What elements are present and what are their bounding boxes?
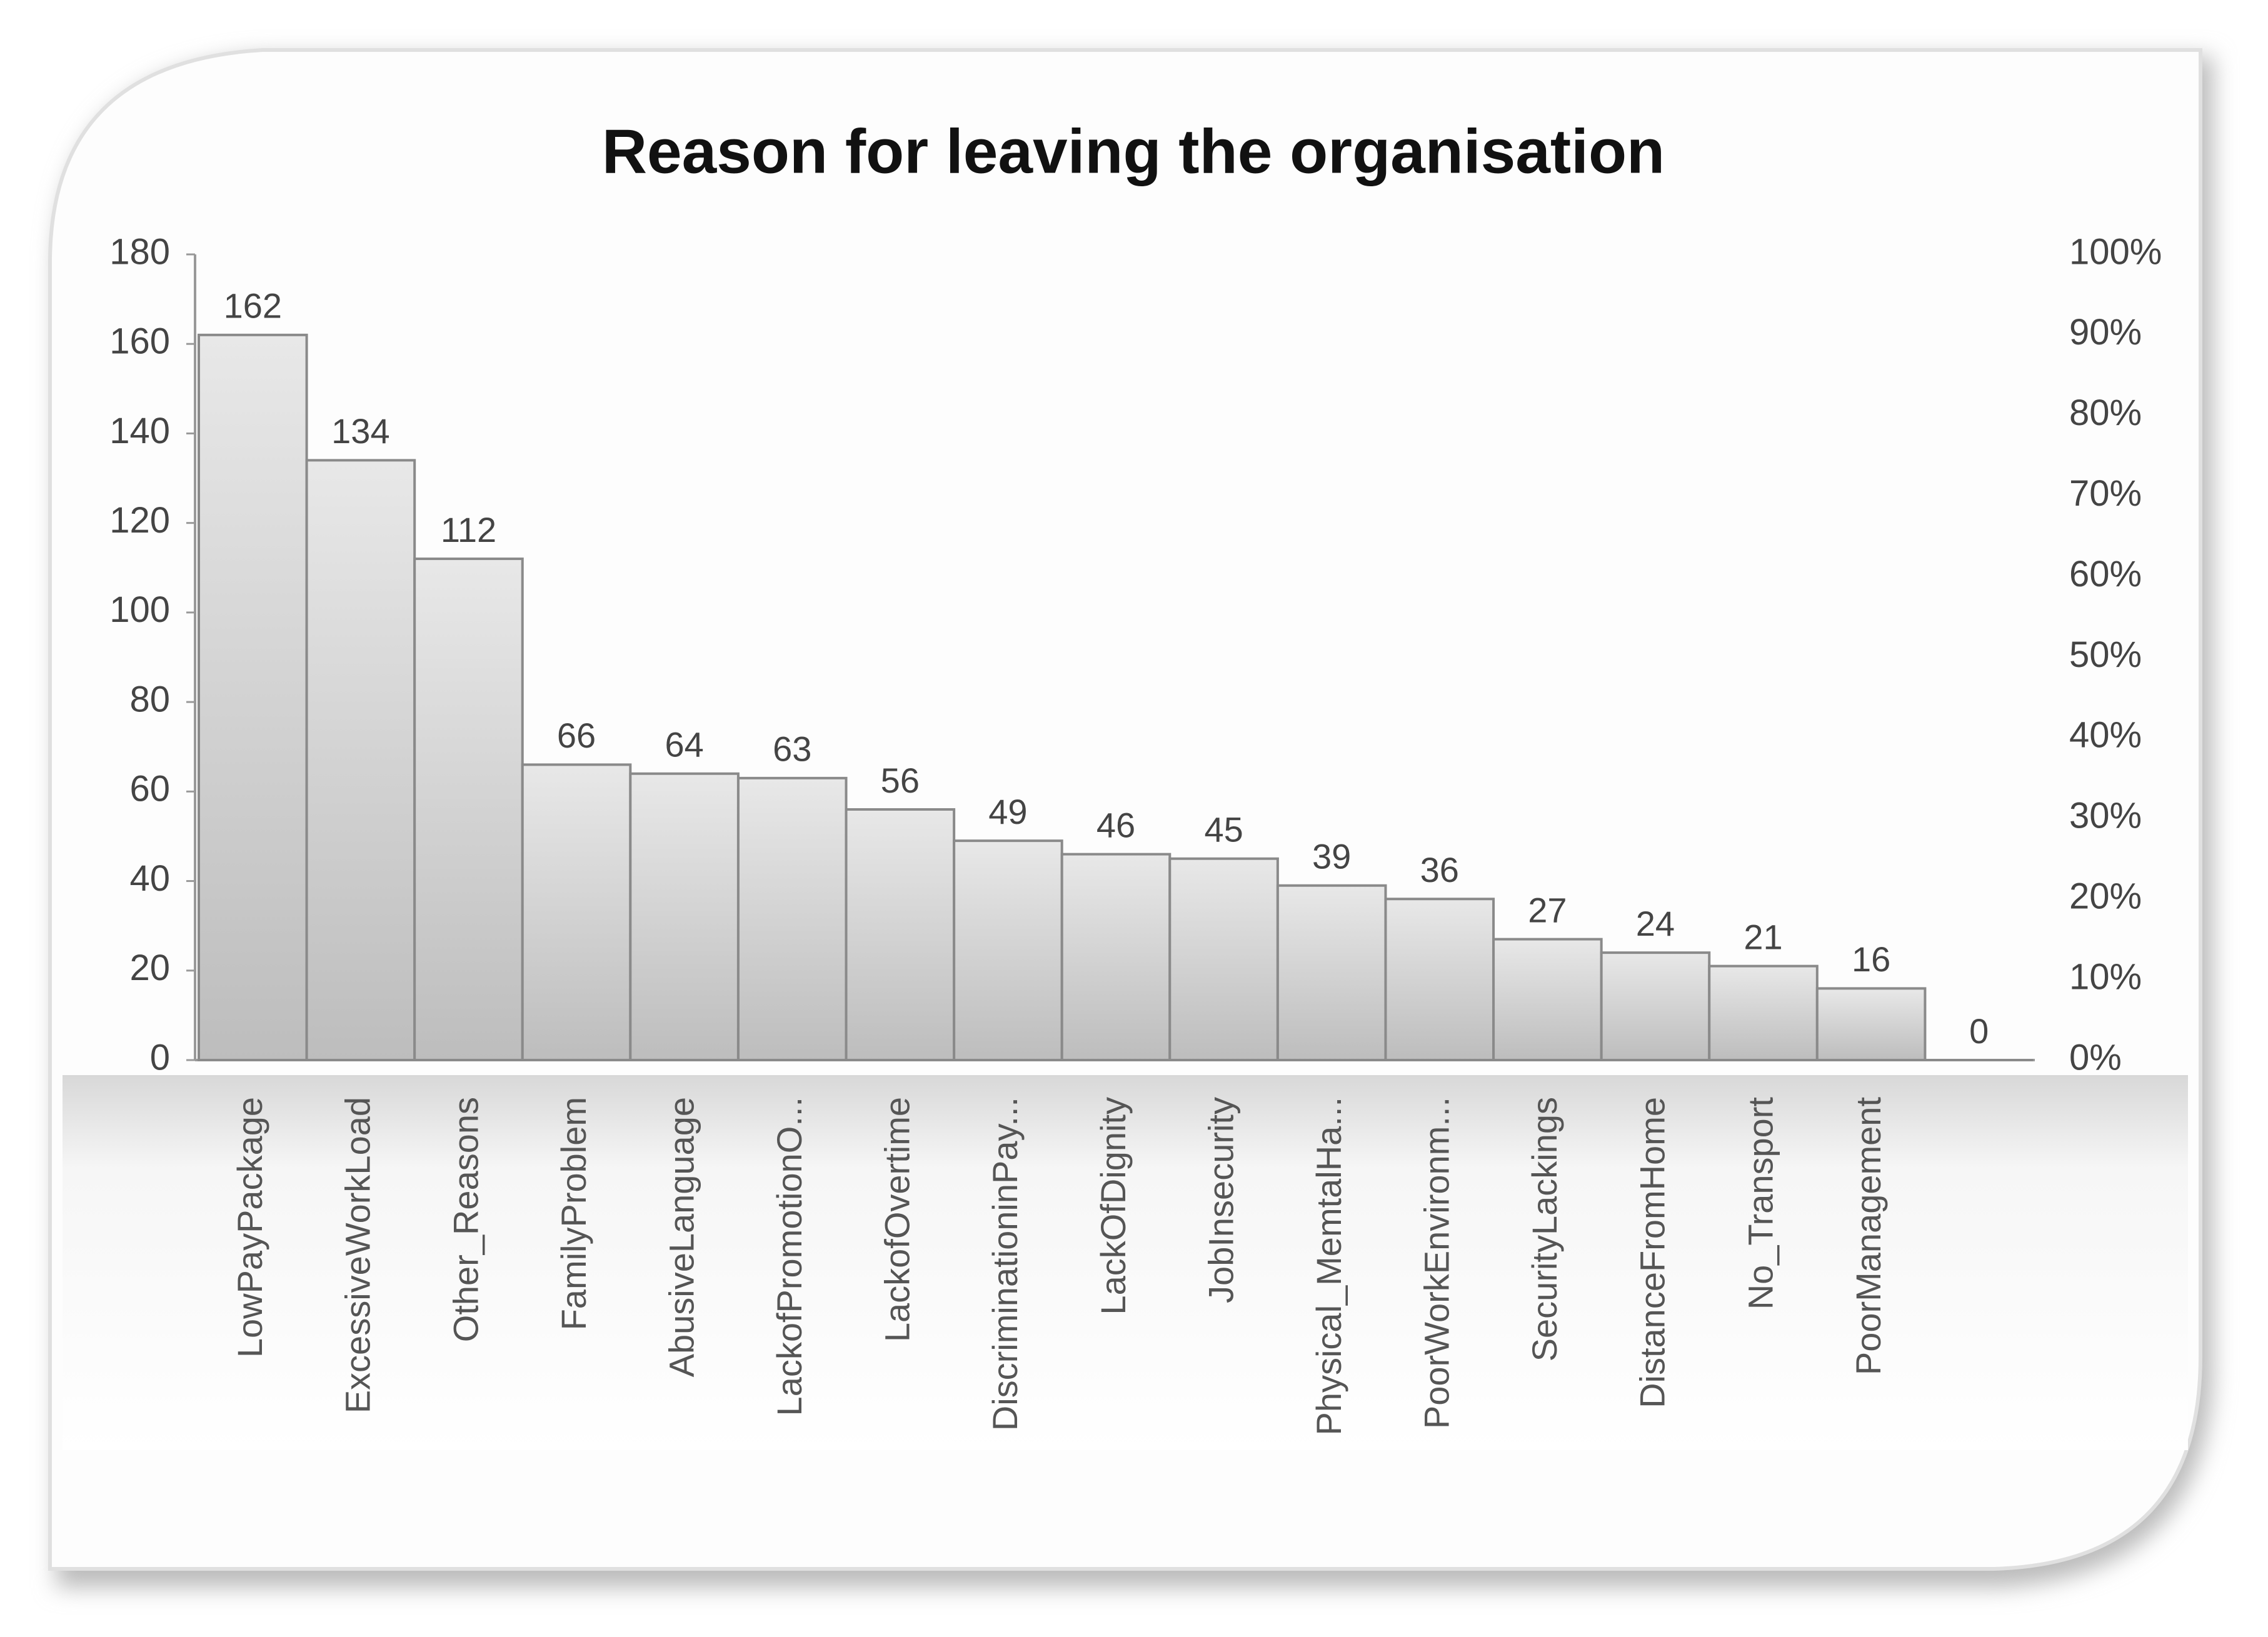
value-label: 64 [665, 724, 703, 764]
bar [413, 557, 524, 1061]
y-tick-label: 80 [129, 679, 170, 719]
bar [953, 839, 1063, 1061]
y2-tick-label: 100% [2069, 231, 2162, 272]
y2-tick-label: 90% [2069, 312, 2142, 353]
bar [736, 776, 848, 1061]
y-tick-label: 120 [109, 500, 170, 541]
y2-tick-label: 0% [2069, 1037, 2122, 1078]
value-label: 0 [1969, 1011, 1989, 1051]
bar [1060, 853, 1172, 1061]
x-tick-label: FamilyProblem [554, 1097, 593, 1330]
x-tick-label: PoorManagement [1849, 1097, 1888, 1376]
bar [198, 333, 308, 1061]
y2-tick-label: 30% [2069, 796, 2142, 836]
bar [845, 808, 956, 1061]
label-band [63, 1075, 2188, 1450]
value-label: 162 [224, 286, 282, 326]
y2-tick-label: 20% [2069, 876, 2142, 917]
chart-title: Reason for leaving the organisation [602, 116, 1665, 186]
y-tick-label: 160 [109, 321, 170, 362]
x-tick-label: Physical_MemtalHa... [1309, 1097, 1348, 1436]
bar [1815, 987, 1927, 1061]
x-tick-label: DiscriminationinPay... [985, 1097, 1025, 1431]
value-label: 56 [881, 761, 920, 800]
x-tick-label: PoorWorkEnvironm... [1417, 1097, 1457, 1429]
y-tick-label: 180 [109, 231, 170, 272]
y-tick-label: 60 [129, 769, 170, 809]
y2-tick-label: 60% [2069, 554, 2142, 594]
value-label: 16 [1852, 939, 1890, 979]
y-tick-label: 140 [109, 411, 170, 451]
bar [521, 763, 632, 1061]
y2-tick-label: 70% [2069, 473, 2142, 514]
value-label: 46 [1096, 805, 1135, 844]
bar [305, 459, 416, 1061]
x-tick-label: Other_Reasons [446, 1097, 485, 1342]
value-label: 134 [331, 411, 389, 451]
bar [1276, 884, 1387, 1061]
x-tick-label: LowPayPackage [230, 1097, 269, 1358]
x-tick-label: LackofOvertime [878, 1097, 917, 1342]
bar [1168, 857, 1279, 1061]
x-tick-label: JobInsecurity [1201, 1097, 1240, 1303]
y2-tick-label: 50% [2069, 634, 2142, 675]
x-tick-label: SecurityLackings [1525, 1097, 1564, 1361]
value-label: 112 [441, 510, 496, 549]
value-label: 45 [1204, 810, 1243, 849]
x-tick-label: No_Transport [1740, 1097, 1780, 1310]
y-tick-label: 0 [150, 1037, 170, 1078]
value-label: 24 [1636, 904, 1675, 943]
y2-tick-label: 40% [2069, 715, 2142, 756]
bar [629, 772, 740, 1061]
value-label: 36 [1420, 850, 1459, 889]
value-label: 49 [988, 792, 1027, 831]
x-tick-label: LackOfDignity [1093, 1097, 1133, 1315]
value-label: 63 [773, 729, 811, 769]
bar [1708, 964, 1819, 1061]
y-tick-label: 100 [109, 589, 170, 630]
x-tick-label: AbusiveLanguage [661, 1097, 701, 1377]
value-label: 27 [1528, 890, 1567, 929]
y-tick-label: 20 [129, 948, 170, 988]
bar [1384, 898, 1495, 1061]
y2-tick-label: 80% [2069, 393, 2142, 433]
x-tick-label: ExcessiveWorkLoad [338, 1097, 378, 1413]
y2-tick-label: 10% [2069, 956, 2142, 997]
x-tick-label: DistanceFromHome [1633, 1097, 1672, 1408]
y-tick-label: 40 [129, 858, 170, 899]
x-tick-label: LackofPromotionO... [770, 1097, 809, 1416]
bar [1600, 951, 1711, 1061]
bar [1492, 938, 1603, 1061]
value-label: 39 [1312, 837, 1351, 876]
value-label: 66 [557, 716, 596, 755]
value-label: 21 [1744, 917, 1782, 956]
